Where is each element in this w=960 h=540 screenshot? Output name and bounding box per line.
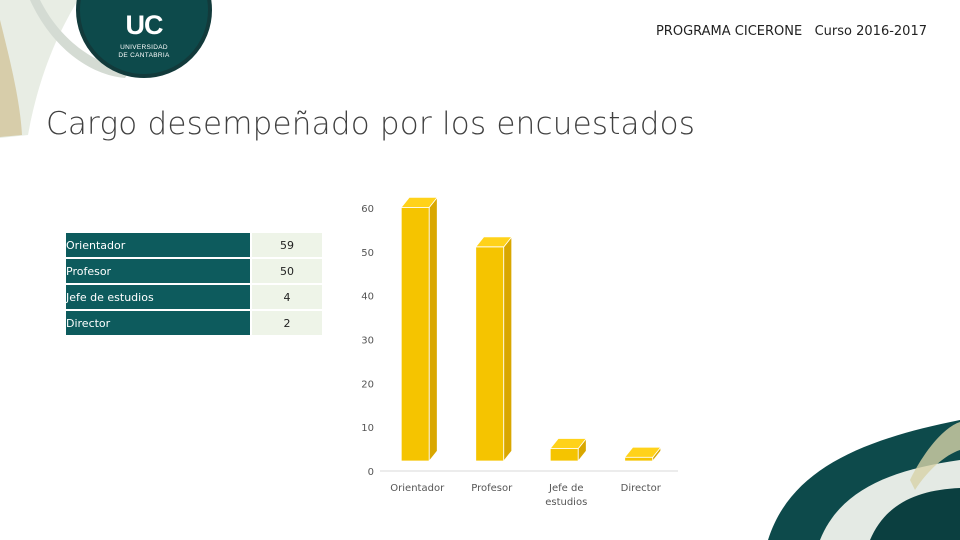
table-category-cell: Jefe de estudios xyxy=(66,285,250,309)
x-tick-label: Orientador xyxy=(390,483,445,494)
table-category-cell: Orientador xyxy=(66,233,250,257)
x-tick-label: Director xyxy=(621,483,662,494)
table-row: Jefe de estudios 4 xyxy=(66,285,322,309)
logo-line-1: UNIVERSIDAD xyxy=(120,44,168,51)
bar xyxy=(549,448,579,462)
table-category-cell: Profesor xyxy=(66,259,250,283)
y-tick-label: 0 xyxy=(368,467,374,478)
x-tick-label: Jefe de estudios xyxy=(545,483,587,508)
table-value-cell: 4 xyxy=(250,285,322,309)
y-tick-label: 10 xyxy=(361,423,374,434)
bar-side xyxy=(503,235,513,463)
bar xyxy=(475,246,505,462)
bar-top xyxy=(474,236,513,248)
logo-line-2: DE CANTABRIA xyxy=(118,52,170,59)
table-row: Director 2 xyxy=(66,311,322,335)
slide-title: Cargo desempeñado por los encuestados xyxy=(46,106,696,142)
table-value-cell: 50 xyxy=(250,259,322,283)
course-year: Curso 2016-2017 xyxy=(814,24,927,39)
bar xyxy=(624,456,654,462)
bar-side xyxy=(428,196,438,463)
program-name: PROGRAMA CICERONE xyxy=(655,24,803,39)
table-row: Orientador 59 xyxy=(66,233,322,257)
y-tick-label: 50 xyxy=(361,248,374,259)
y-tick-label: 40 xyxy=(361,292,374,303)
program-header: PROGRAMA CICERONE Curso 2016-2017 xyxy=(656,24,927,39)
bar xyxy=(400,206,430,462)
table-row: Profesor 50 xyxy=(66,259,322,283)
bar-top xyxy=(623,446,662,458)
y-tick-label: 20 xyxy=(361,379,374,390)
y-tick-label: 30 xyxy=(361,336,374,347)
bar-chart: 0 10 20 30 40 50 60 Orientador Profesor Jefe de es… xyxy=(361,196,678,508)
bar-top xyxy=(549,438,588,449)
table-value-cell: 2 xyxy=(250,311,322,335)
data-table: Orientador 59 Profesor 50 Jefe de estudios 4 D… xyxy=(66,231,322,337)
bar-top xyxy=(400,196,439,208)
logo-mark: UC xyxy=(125,10,164,40)
x-tick-label: Profesor xyxy=(471,483,513,494)
table-category-cell: Director xyxy=(66,311,250,335)
table-value-cell: 59 xyxy=(250,233,322,257)
y-tick-label: 60 xyxy=(361,204,374,215)
